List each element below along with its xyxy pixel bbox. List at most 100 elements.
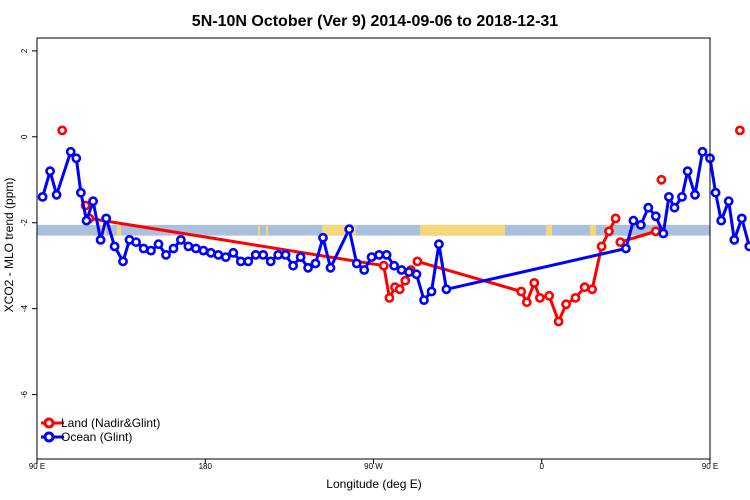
legend-land-label: Land (Nadir&Glint)	[61, 416, 160, 430]
x-axis-label: Longitude (deg E)	[326, 477, 421, 491]
data-point	[729, 234, 740, 245]
data-point	[65, 146, 76, 157]
legend: Land (Nadir&Glint) Ocean (Glint)	[41, 416, 160, 444]
band-land	[590, 224, 596, 236]
legend-ocean-marker	[43, 431, 55, 443]
y-tick-label: -2	[20, 219, 29, 227]
data-point	[359, 265, 370, 275]
data-point	[76, 187, 86, 198]
data-point	[690, 189, 700, 200]
data-point	[344, 224, 355, 235]
data-point	[658, 228, 669, 239]
data-point	[596, 241, 607, 252]
data-point	[175, 234, 186, 245]
series-1	[37, 146, 750, 305]
y-tick-label: -4	[20, 305, 29, 313]
data-point	[621, 243, 631, 254]
data-point	[310, 258, 321, 269]
data-point	[650, 226, 661, 237]
data-point	[198, 245, 209, 256]
data-point	[95, 234, 106, 245]
data-point	[677, 191, 687, 202]
data-point	[384, 292, 395, 303]
band-land	[546, 224, 552, 236]
data-point	[265, 256, 276, 267]
data-point	[710, 187, 721, 198]
series-layer	[37, 125, 750, 327]
data-point	[118, 256, 128, 267]
data-point	[412, 256, 423, 267]
data-point	[587, 284, 598, 295]
data-point	[635, 219, 646, 230]
chart-title: 5N-10N October (Ver 9) 2014-09-06 to 201…	[192, 13, 559, 30]
data-point	[529, 277, 540, 288]
data-point	[426, 286, 437, 297]
data-point	[682, 166, 693, 177]
data-point	[250, 249, 261, 260]
data-point	[716, 215, 727, 226]
data-point	[71, 153, 82, 164]
y-tick-label: -6	[20, 390, 29, 398]
data-point	[544, 290, 555, 301]
data-point	[400, 275, 411, 286]
data-point	[535, 292, 545, 303]
data-point	[183, 241, 194, 252]
data-point	[37, 191, 48, 202]
x-tick-label: 90 W	[364, 462, 383, 471]
y-tick-label: 0	[20, 134, 29, 139]
data-point	[579, 282, 590, 293]
band-ocean	[37, 224, 710, 236]
data-point	[131, 237, 141, 247]
data-point	[610, 213, 621, 224]
data-point	[243, 256, 254, 267]
data-point	[396, 265, 407, 275]
data-point	[744, 241, 750, 252]
data-point	[280, 249, 291, 260]
data-point	[419, 295, 429, 305]
data-point	[394, 284, 405, 295]
data-point	[723, 196, 734, 207]
data-point	[570, 292, 581, 303]
data-point	[378, 260, 389, 271]
data-point	[325, 262, 336, 273]
band-land	[420, 224, 505, 236]
data-point	[258, 249, 269, 260]
data-point	[295, 252, 306, 262]
y-axis-label: XCO2 - MLO trend (ppm)	[2, 178, 16, 313]
data-point	[664, 191, 674, 202]
data-point	[735, 125, 745, 136]
x-tick-label: 90 E	[702, 462, 718, 471]
data-point	[521, 297, 532, 308]
data-point	[628, 215, 639, 226]
data-point	[168, 243, 179, 254]
band-land	[266, 224, 268, 236]
data-point	[404, 267, 414, 277]
data-point	[366, 252, 377, 262]
data-point	[604, 226, 614, 237]
data-point	[656, 174, 667, 185]
band-land	[117, 224, 121, 236]
legend-ocean-label: Ocean (Glint)	[61, 430, 132, 444]
data-point	[553, 316, 564, 327]
data-point	[228, 247, 239, 258]
y-axis: 2 0 -2 -4 -6	[20, 48, 37, 398]
x-tick-label: 0	[540, 462, 545, 471]
data-point	[433, 239, 444, 250]
data-point	[81, 215, 92, 226]
data-point	[288, 260, 298, 271]
data-point	[374, 249, 384, 260]
data-point	[213, 249, 224, 260]
data-point	[615, 237, 626, 247]
data-point	[57, 125, 68, 136]
data-point	[736, 213, 747, 224]
data-point	[381, 249, 392, 260]
data-point	[643, 202, 654, 213]
data-point	[669, 202, 680, 213]
x-tick-label: 90 E	[29, 462, 45, 471]
data-point	[146, 245, 156, 256]
data-point	[109, 241, 120, 252]
data-point	[45, 166, 55, 177]
data-point	[351, 258, 362, 269]
data-point	[51, 189, 62, 200]
x-tick-label: 180	[199, 462, 213, 471]
